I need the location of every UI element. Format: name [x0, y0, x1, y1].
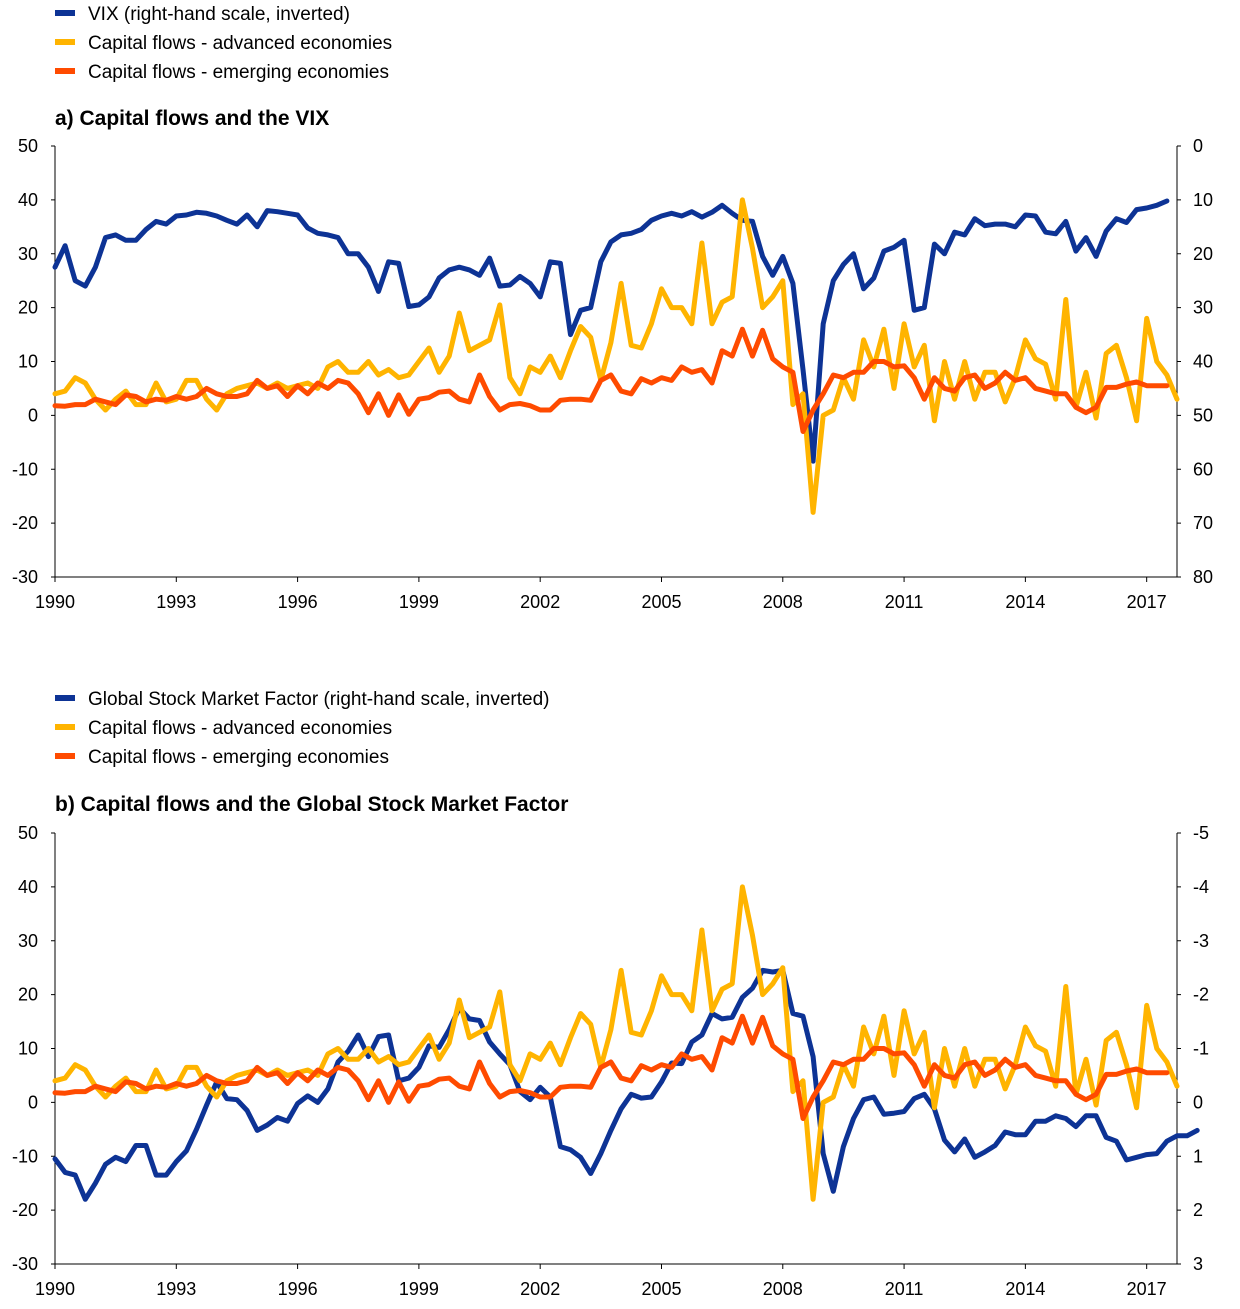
y-tick-left-label: 40	[18, 877, 38, 897]
y-tick-left-label: 50	[18, 136, 38, 156]
x-tick-label: 1996	[278, 1279, 318, 1299]
chart-b: Global Stock Market Factor (right-hand s…	[12, 689, 1209, 1299]
y-tick-right-label: 50	[1193, 405, 1213, 425]
x-tick-label: 2011	[885, 592, 924, 612]
y-tick-left-label: -10	[12, 1146, 38, 1166]
x-tick-label: 1990	[35, 592, 75, 612]
y-tick-left-label: 0	[28, 1092, 38, 1112]
legend-label: Capital flows - advanced economies	[88, 718, 392, 739]
chart-a: VIX (right-hand scale, inverted) Capital …	[12, 4, 1213, 612]
x-tick-label: 2002	[520, 592, 560, 612]
legend-label: VIX (right-hand scale, inverted)	[88, 4, 350, 25]
y-tick-left-label: 30	[18, 244, 38, 264]
y-tick-right-label: -3	[1193, 931, 1209, 951]
y-tick-right-label: -1	[1193, 1039, 1209, 1059]
legend-label: Capital flows - advanced economies	[88, 33, 392, 54]
y-tick-right-label: 3	[1193, 1254, 1203, 1274]
y-tick-right-label: 70	[1193, 513, 1213, 533]
x-tick-label: 1996	[278, 592, 318, 612]
y-tick-right-label: 0	[1193, 136, 1203, 156]
y-tick-left-label: -20	[12, 513, 38, 533]
y-tick-right-label: -4	[1193, 877, 1209, 897]
x-tick-label: 2002	[520, 1279, 560, 1299]
x-tick-label: 1999	[399, 1279, 439, 1299]
y-tick-left-label: 10	[18, 352, 38, 372]
y-tick-right-label: 30	[1193, 298, 1213, 318]
x-tick-label: 2008	[763, 592, 803, 612]
x-tick-label: 2014	[1005, 592, 1045, 612]
y-tick-left-label: -30	[12, 567, 38, 587]
y-tick-left-label: 10	[18, 1039, 38, 1059]
series-line-global-stock-market-factor-right-hand-scale-inverted	[52, 967, 1200, 1202]
x-tick-label: 2008	[763, 1279, 803, 1299]
x-tick-label: 2017	[1127, 592, 1167, 612]
chart-title: a) Capital flows and the VIX	[55, 107, 329, 130]
y-tick-right-label: 2	[1193, 1200, 1203, 1220]
x-tick-label: 1990	[35, 1279, 75, 1299]
y-tick-left-label: -30	[12, 1254, 38, 1274]
x-tick-label: 2005	[641, 592, 681, 612]
y-tick-left-label: -20	[12, 1200, 38, 1220]
y-tick-left-label: 30	[18, 931, 38, 951]
y-tick-right-label: 20	[1193, 244, 1213, 264]
y-tick-left-label: 0	[28, 405, 38, 425]
y-tick-right-label: 0	[1193, 1092, 1203, 1112]
y-tick-right-label: 80	[1193, 567, 1213, 587]
series-line-capital-flows-emerging-economies	[52, 326, 1170, 434]
legend-label: Global Stock Market Factor (right-hand s…	[88, 689, 549, 710]
series-line-capital-flows-emerging-economies	[52, 1013, 1170, 1121]
x-tick-label: 1999	[399, 592, 439, 612]
y-tick-left-label: 50	[18, 823, 38, 843]
y-tick-left-label: 20	[18, 298, 38, 318]
x-tick-label: 2011	[885, 1279, 924, 1299]
x-tick-label: 1993	[156, 592, 196, 612]
y-tick-right-label: 10	[1193, 190, 1213, 210]
y-tick-left-label: -10	[12, 459, 38, 479]
y-tick-left-label: 20	[18, 985, 38, 1005]
chart-title: b) Capital flows and the Global Stock Ma…	[55, 793, 568, 816]
y-tick-left-label: 40	[18, 190, 38, 210]
y-tick-right-label: 60	[1193, 459, 1213, 479]
x-tick-label: 1993	[156, 1279, 196, 1299]
legend-label: Capital flows - emerging economies	[88, 62, 389, 83]
legend-label: Capital flows - emerging economies	[88, 747, 389, 768]
x-tick-label: 2017	[1127, 1279, 1167, 1299]
x-tick-label: 2014	[1005, 1279, 1045, 1299]
series-line-capital-flows-advanced-economies	[52, 884, 1180, 1202]
y-tick-right-label: 1	[1193, 1146, 1203, 1166]
y-tick-right-label: 40	[1193, 352, 1213, 372]
series-line-capital-flows-advanced-economies	[52, 197, 1180, 515]
series-line-vix-right-hand-scale-inverted	[52, 198, 1170, 464]
x-tick-label: 2005	[641, 1279, 681, 1299]
y-tick-right-label: -5	[1193, 823, 1209, 843]
y-tick-right-label: -2	[1193, 985, 1209, 1005]
